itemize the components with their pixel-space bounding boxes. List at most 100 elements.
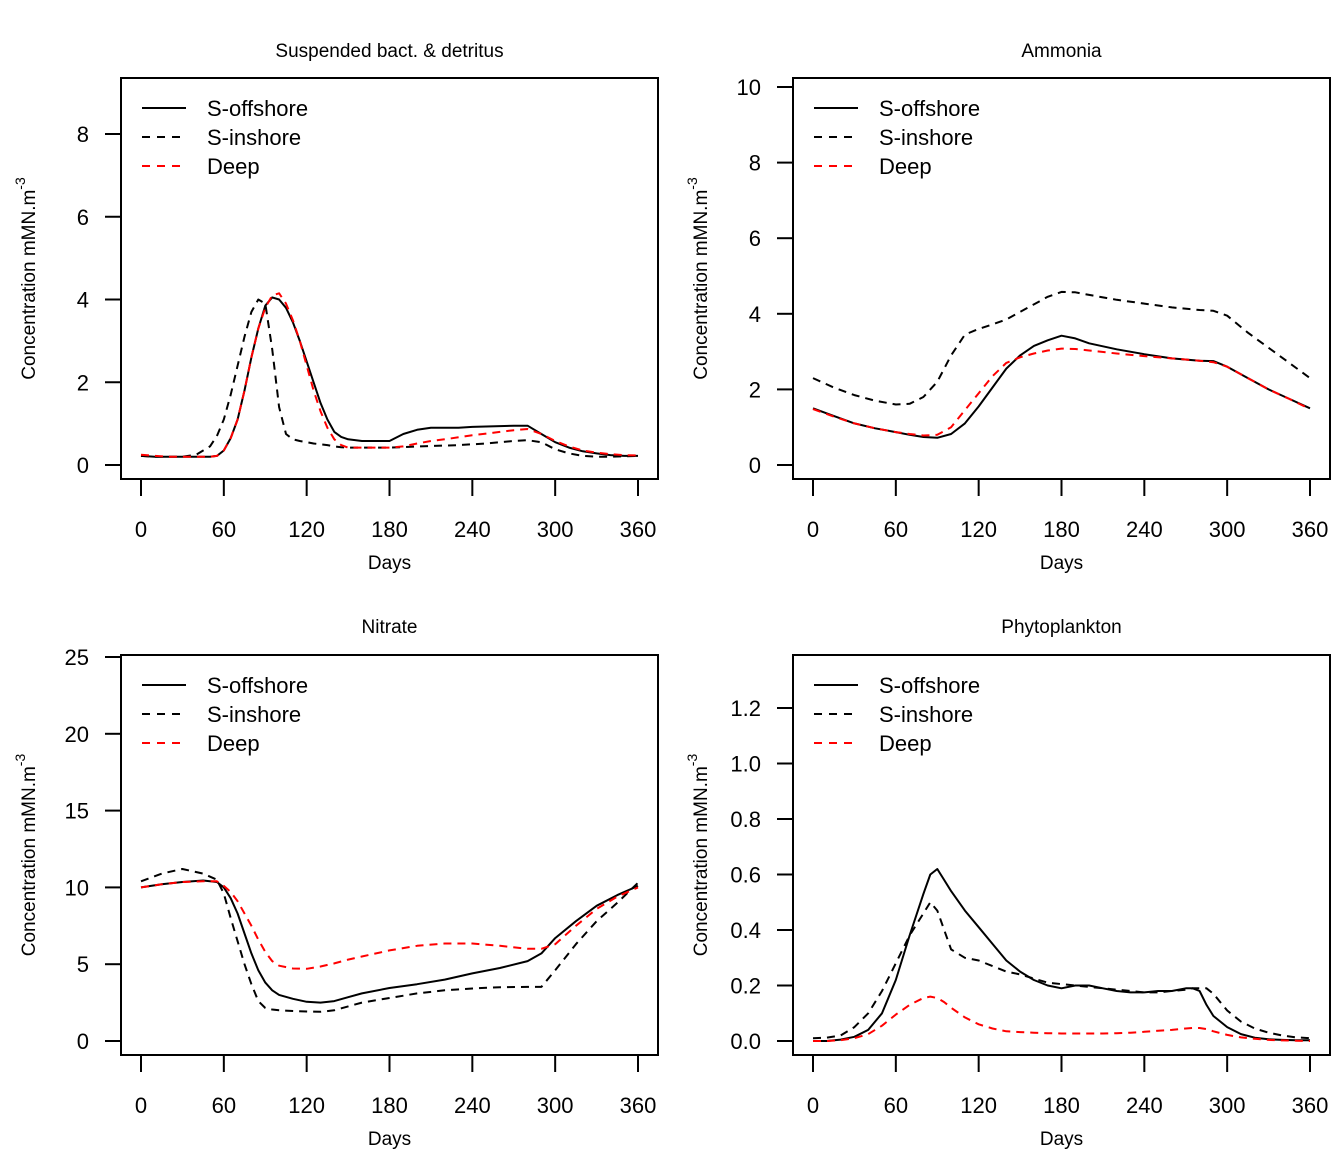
chart-panel-3: Nitrate 0 60 120 180 240 300 360 Days 0 5 10 15 20 25 C…	[12, 617, 659, 1150]
y-tick-label: 20	[65, 722, 89, 747]
legend: S-offshore S-inshore Deep	[814, 96, 980, 179]
x-tick-label: 300	[537, 517, 574, 542]
x-tick-label: 0	[135, 517, 147, 542]
x-tick-label: 120	[960, 517, 997, 542]
y-tick-label: 15	[65, 799, 89, 824]
y-axis-label-superscript: -3	[684, 754, 700, 767]
series-line-deep	[812, 347, 1311, 437]
y-tick-label: 0.6	[730, 863, 761, 888]
legend-label-s-inshore: S-inshore	[879, 702, 973, 727]
y-tick-label: 25	[65, 645, 89, 670]
legend-label-s-offshore: S-offshore	[207, 673, 308, 698]
y-axis-label: Concentration mMN.m-3	[684, 754, 712, 957]
x-tick-label: 300	[1209, 517, 1246, 542]
x-tick-label: 240	[1126, 1093, 1163, 1118]
y-axis-label-superscript: -3	[12, 754, 28, 767]
legend-label-s-inshore: S-inshore	[879, 125, 973, 150]
legend-label-deep: Deep	[879, 154, 932, 179]
y-axis-label-text: Concentration mMN.m	[19, 190, 40, 380]
series-line-s-inshore	[140, 298, 639, 458]
series-line-s-offshore	[812, 334, 1311, 439]
x-tick-label: 360	[620, 1093, 657, 1118]
y-axis-label-text: Concentration mMN.m	[19, 766, 40, 956]
x-tick-label: 0	[807, 1093, 819, 1118]
y-tick-label: 0.4	[730, 918, 761, 943]
y-tick-label: 8	[749, 151, 761, 176]
x-tick-label: 0	[807, 517, 819, 542]
x-axis-label: Days	[1040, 1129, 1083, 1150]
legend-label-s-inshore: S-inshore	[207, 125, 301, 150]
legend-label-s-offshore: S-offshore	[207, 96, 308, 121]
y-tick-label: 0.8	[730, 807, 761, 832]
x-axis-label: Days	[1040, 553, 1083, 574]
y-tick-label: 10	[65, 875, 89, 900]
chart-panel-4: Phytoplankton 0 60 120 180 240 300 360 Days 0.0 0.…	[684, 617, 1331, 1150]
chart-title: Phytoplankton	[1001, 617, 1121, 638]
x-tick-label: 300	[537, 1093, 574, 1118]
x-tick-label: 240	[1126, 517, 1163, 542]
y-tick-label: 8	[77, 122, 89, 147]
chart-title: Ammonia	[1021, 41, 1102, 62]
y-tick-label: 4	[77, 288, 89, 313]
x-tick-label: 180	[1043, 1093, 1080, 1118]
y-axis-label-text: Concentration mMN.m	[691, 190, 712, 380]
series-line-s-offshore	[140, 879, 639, 1004]
x-tick-label: 120	[288, 517, 325, 542]
legend: S-offshore S-inshore Deep	[142, 96, 308, 179]
y-axis-label-text: Concentration mMN.m	[691, 766, 712, 956]
legend-label-deep: Deep	[879, 731, 932, 756]
y-tick-label: 4	[749, 302, 761, 327]
x-tick-label: 240	[454, 517, 491, 542]
y-axis-label-superscript: -3	[684, 177, 700, 190]
x-tick-label: 300	[1209, 1093, 1246, 1118]
series-line-s-offshore	[813, 868, 1310, 1042]
x-tick-label: 360	[1292, 1093, 1329, 1118]
y-tick-label: 5	[77, 952, 89, 977]
plot-frame	[792, 654, 1331, 1056]
y-axis-label: Concentration mMN.m-3	[684, 177, 712, 380]
x-tick-label: 360	[620, 517, 657, 542]
y-tick-label: 2	[749, 377, 761, 402]
y-tick-label: 1.2	[730, 696, 761, 721]
x-tick-label: 360	[1292, 517, 1329, 542]
y-tick-label: 0.0	[730, 1029, 761, 1054]
series-line-deep	[140, 880, 639, 970]
y-axis-label-superscript: -3	[12, 177, 28, 190]
x-tick-label: 60	[884, 517, 908, 542]
plot-frame	[792, 77, 1331, 480]
y-tick-label: 2	[77, 370, 89, 395]
x-tick-label: 0	[135, 1093, 147, 1118]
y-tick-label: 0	[77, 1029, 89, 1054]
legend-label-deep: Deep	[207, 154, 260, 179]
legend-label-deep: Deep	[207, 731, 260, 756]
y-tick-label: 0	[77, 453, 89, 478]
x-tick-label: 180	[371, 517, 408, 542]
series-line-deep	[140, 292, 639, 458]
y-axis-label: Concentration mMN.m-3	[12, 177, 40, 380]
x-axis-label: Days	[368, 1129, 411, 1150]
y-axis-label: Concentration mMN.m-3	[12, 754, 40, 957]
legend: S-offshore S-inshore Deep	[814, 673, 980, 756]
series-line-s-inshore	[812, 901, 1311, 1040]
series-line-s-offshore	[140, 296, 638, 458]
chart-panel-2: Ammonia 0 60 120 180 240 300 360 Days 0 2 4 6 8 10 Conc…	[684, 41, 1331, 574]
x-tick-label: 180	[371, 1093, 408, 1118]
x-tick-label: 60	[212, 1093, 236, 1118]
legend-label-s-inshore: S-inshore	[207, 702, 301, 727]
x-tick-label: 60	[884, 1093, 908, 1118]
x-tick-label: 240	[454, 1093, 491, 1118]
series-line-s-inshore	[140, 868, 639, 1013]
y-tick-label: 1.0	[730, 752, 761, 777]
x-tick-label: 60	[212, 517, 236, 542]
y-tick-label: 0	[749, 453, 761, 478]
legend: S-offshore S-inshore Deep	[142, 673, 308, 756]
legend-label-s-offshore: S-offshore	[879, 673, 980, 698]
y-tick-label: 6	[749, 226, 761, 251]
chart-title: Nitrate	[362, 617, 418, 638]
series-line-deep	[813, 995, 1311, 1042]
plot-frame	[120, 77, 659, 480]
plot-frame	[120, 654, 659, 1056]
y-tick-label: 6	[77, 205, 89, 230]
